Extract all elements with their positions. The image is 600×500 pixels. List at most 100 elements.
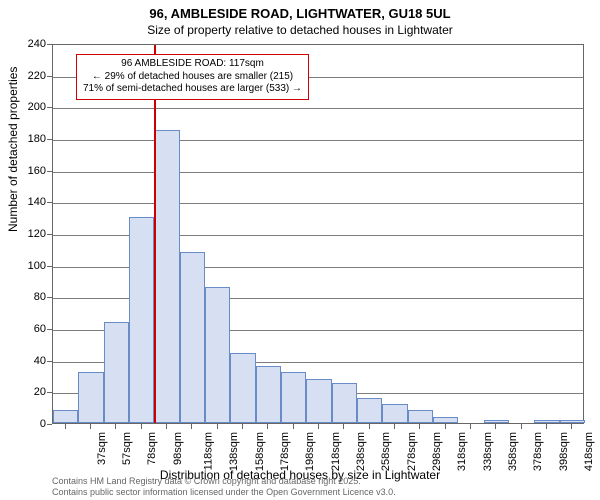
histogram-bar xyxy=(281,372,306,423)
x-tick-mark xyxy=(90,424,91,429)
histogram-bar xyxy=(53,410,78,423)
x-tick-label: 318sqm xyxy=(456,432,468,471)
gridline xyxy=(53,108,583,109)
x-tick-label: 398sqm xyxy=(558,432,570,471)
x-tick-label: 37sqm xyxy=(96,432,108,465)
annotation-box: 96 AMBLESIDE ROAD: 117sqm← 29% of detach… xyxy=(76,54,309,100)
x-tick-mark xyxy=(293,424,294,429)
y-tick-label: 220 xyxy=(28,70,46,82)
y-tick-label: 120 xyxy=(28,228,46,240)
gridline xyxy=(53,203,583,204)
y-tick-label: 60 xyxy=(34,323,46,335)
x-tick-mark xyxy=(343,424,344,429)
x-tick-mark xyxy=(65,424,66,429)
x-tick-mark xyxy=(318,424,319,429)
x-tick-mark xyxy=(267,424,268,429)
y-tick-label: 180 xyxy=(28,133,46,145)
y-tick-label: 240 xyxy=(28,38,46,50)
histogram-bar xyxy=(104,322,129,423)
x-tick-mark xyxy=(470,424,471,429)
gridline xyxy=(53,140,583,141)
page-title: 96, AMBLESIDE ROAD, LIGHTWATER, GU18 5UL xyxy=(0,6,600,21)
x-tick-label: 57sqm xyxy=(121,432,133,465)
footer-line-1: Contains HM Land Registry data © Crown c… xyxy=(52,476,396,487)
histogram-bar xyxy=(560,420,585,423)
x-tick-label: 378sqm xyxy=(532,432,544,471)
y-tick-mark xyxy=(47,392,52,393)
annot-line-3: 71% of semi-detached houses are larger (… xyxy=(83,83,302,96)
x-tick-label: 198sqm xyxy=(304,432,316,471)
x-tick-mark xyxy=(369,424,370,429)
x-tick-label: 238sqm xyxy=(355,432,367,471)
page-subtitle: Size of property relative to detached ho… xyxy=(0,23,600,37)
y-tick-mark xyxy=(47,107,52,108)
x-tick-mark xyxy=(521,424,522,429)
y-tick-mark xyxy=(47,139,52,140)
y-tick-mark xyxy=(47,297,52,298)
histogram-bar xyxy=(180,252,205,423)
chart-area xyxy=(52,44,584,424)
y-tick-mark xyxy=(47,266,52,267)
histogram-bar xyxy=(230,353,255,423)
x-tick-mark xyxy=(571,424,572,429)
y-tick-mark xyxy=(47,76,52,77)
x-tick-label: 298sqm xyxy=(431,432,443,471)
annot-line-2: ← 29% of detached houses are smaller (21… xyxy=(83,71,302,84)
y-tick-mark xyxy=(47,234,52,235)
y-tick-label: 200 xyxy=(28,101,46,113)
histogram-bar xyxy=(534,420,559,423)
histogram-bar xyxy=(78,372,103,423)
histogram-bar xyxy=(129,217,154,423)
x-tick-label: 78sqm xyxy=(146,432,158,465)
annot-line-1: 96 AMBLESIDE ROAD: 117sqm xyxy=(83,58,302,71)
x-tick-label: 218sqm xyxy=(330,432,342,471)
x-tick-label: 158sqm xyxy=(254,432,266,471)
y-tick-label: 100 xyxy=(28,260,46,272)
x-tick-label: 98sqm xyxy=(172,432,184,465)
histogram-bar xyxy=(357,398,382,423)
x-tick-mark xyxy=(217,424,218,429)
histogram-bar xyxy=(306,379,331,423)
gridline xyxy=(53,172,583,173)
x-tick-label: 258sqm xyxy=(380,432,392,471)
x-tick-label: 178sqm xyxy=(279,432,291,471)
histogram-bar xyxy=(408,410,433,423)
histogram-bar xyxy=(154,130,179,423)
y-tick-label: 80 xyxy=(34,291,46,303)
y-tick-label: 0 xyxy=(40,418,46,430)
y-tick-mark xyxy=(47,171,52,172)
y-tick-mark xyxy=(47,424,52,425)
x-tick-label: 138sqm xyxy=(228,432,240,471)
y-tick-mark xyxy=(47,44,52,45)
y-tick-mark xyxy=(47,361,52,362)
x-tick-mark xyxy=(445,424,446,429)
x-tick-mark xyxy=(115,424,116,429)
histogram-bar xyxy=(332,383,357,423)
x-tick-mark xyxy=(166,424,167,429)
y-tick-label: 140 xyxy=(28,196,46,208)
x-tick-label: 338sqm xyxy=(482,432,494,471)
x-tick-label: 418sqm xyxy=(583,432,595,471)
plot-area xyxy=(52,44,584,424)
y-tick-mark xyxy=(47,329,52,330)
x-tick-label: 278sqm xyxy=(406,432,418,471)
x-tick-mark xyxy=(191,424,192,429)
histogram-bar xyxy=(382,404,407,423)
x-tick-mark xyxy=(141,424,142,429)
histogram-bar xyxy=(256,366,281,423)
property-marker-line xyxy=(154,45,156,423)
x-tick-mark xyxy=(495,424,496,429)
x-tick-mark xyxy=(242,424,243,429)
x-tick-mark xyxy=(394,424,395,429)
y-tick-label: 20 xyxy=(34,386,46,398)
x-tick-label: 118sqm xyxy=(202,432,214,470)
y-axis-label: Number of detached properties xyxy=(6,67,20,232)
y-tick-label: 160 xyxy=(28,165,46,177)
histogram-bar xyxy=(205,287,230,423)
histogram-bar xyxy=(433,417,458,423)
x-tick-mark xyxy=(546,424,547,429)
footer-line-2: Contains public sector information licen… xyxy=(52,487,396,498)
histogram-bar xyxy=(484,420,509,423)
y-tick-mark xyxy=(47,202,52,203)
footer-attribution: Contains HM Land Registry data © Crown c… xyxy=(52,476,396,498)
